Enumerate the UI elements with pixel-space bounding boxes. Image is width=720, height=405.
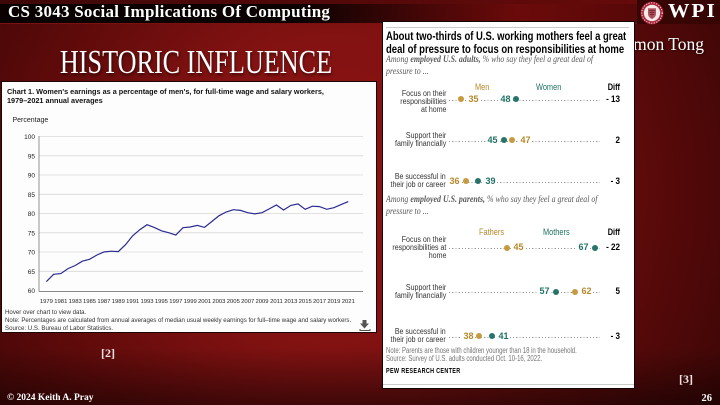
svg-text:1989: 1989: [111, 299, 124, 305]
svg-text:1979: 1979: [39, 299, 52, 305]
svg-text:75: 75: [27, 230, 35, 237]
svg-text:85: 85: [27, 192, 35, 199]
svg-text:1983: 1983: [68, 299, 82, 305]
svg-text:1995: 1995: [154, 299, 168, 305]
svg-text:2013: 2013: [284, 299, 298, 305]
svg-text:80: 80: [27, 211, 35, 218]
svg-text:2003: 2003: [212, 299, 226, 305]
svg-text:2005: 2005: [226, 299, 240, 305]
svg-text:100: 100: [24, 134, 35, 141]
svg-text:60: 60: [27, 288, 35, 295]
svg-text:2017: 2017: [312, 299, 325, 305]
svg-text:95: 95: [27, 153, 35, 160]
svg-text:90: 90: [27, 173, 35, 180]
svg-text:2015: 2015: [298, 299, 312, 305]
svg-text:1997: 1997: [169, 299, 182, 305]
svg-text:70: 70: [27, 250, 35, 257]
svg-text:1991: 1991: [126, 299, 139, 305]
svg-text:2009: 2009: [255, 299, 268, 305]
svg-text:2011: 2011: [270, 299, 283, 305]
svg-text:65: 65: [27, 269, 35, 276]
svg-text:1993: 1993: [140, 299, 154, 305]
svg-text:2007: 2007: [241, 299, 254, 305]
svg-text:1999: 1999: [183, 299, 196, 305]
svg-text:1981: 1981: [54, 299, 67, 305]
svg-text:2021: 2021: [341, 299, 354, 305]
svg-text:1985: 1985: [82, 299, 96, 305]
svg-text:1987: 1987: [97, 299, 110, 305]
svg-text:2019: 2019: [327, 299, 340, 305]
svg-text:2001: 2001: [197, 299, 210, 305]
